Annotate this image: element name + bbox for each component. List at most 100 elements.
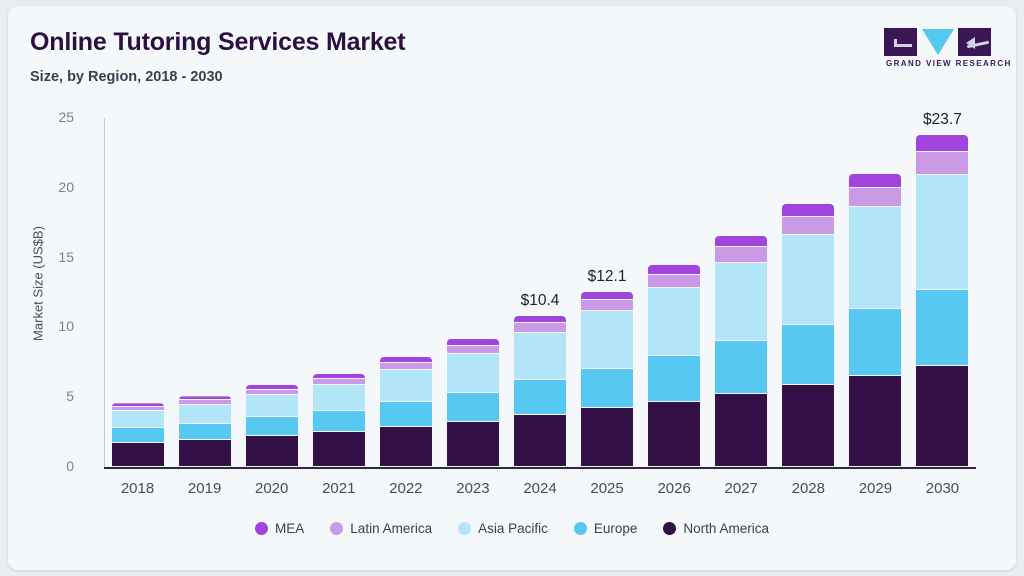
bar-segment-2023-latin-america [446,344,499,354]
y-axis-tick-10: 10 [58,318,74,335]
logo-v-triangle-icon [922,29,954,55]
stacked-bar-chart: Market Size (US$B) 0 5 10 15 20 25 2018 2019 20… [8,6,1016,570]
bar-segment-2028-latin-america [782,216,835,235]
bar-segment-2029-mea [849,173,902,188]
bar-2022[interactable] [379,357,432,467]
legend-swatch-icon [458,522,472,535]
logo-g-stem [894,39,897,47]
y-axis-ticks: 0 5 10 15 20 25 [28,6,74,570]
bar-segment-2018-north-america [111,441,164,467]
bar-segment-2020-europe [245,416,298,436]
y-axis-tick-20: 20 [58,178,74,195]
bar-2018[interactable] [111,403,164,467]
bar-segment-2018-mea [111,403,164,407]
bar-segment-2028-north-america [782,383,835,467]
bar-2019[interactable] [178,396,231,467]
logo-r-block [958,28,991,56]
bar-2023[interactable] [446,338,499,467]
bar-segment-2030-europe [916,288,969,366]
bar-segment-2021-latin-america [312,377,365,385]
bar-segment-2021-europe [312,410,365,433]
bar-segment-2022-latin-america [379,362,432,370]
logo-r-arrow-icon [966,37,975,49]
bar-segment-2020-asia-pacific [245,394,298,418]
x-axis-tick-2030: 2030 [925,480,960,497]
data-label-2025: $12.1 [587,267,627,285]
bar-segment-2027-latin-america [715,246,768,263]
bar-segment-2027-mea [715,235,768,248]
bar-segment-2024-europe [514,379,566,415]
page-title: Online Tutoring Services Market [30,28,406,56]
y-axis-tick-15: 15 [58,248,74,265]
bar-segment-2023-north-america [446,420,499,467]
legend-item-europe[interactable]: Europe [573,521,638,536]
bar-segment-2026-north-america [648,401,701,467]
bar-segment-2027-europe [715,339,768,394]
bar-segment-2021-north-america [312,431,365,467]
bar-segment-2026-europe [648,355,701,403]
legend-label: Asia Pacific [478,521,548,536]
bar-segment-2019-latin-america [178,399,231,405]
legend-item-asia-pacific[interactable]: Asia Pacific [458,521,548,536]
bar-segment-2029-asia-pacific [849,206,902,309]
legend-swatch-icon [255,522,269,535]
logo-g-block [884,28,917,56]
x-axis-tick-2020: 2020 [255,480,289,497]
bar-segment-2028-europe [782,323,835,385]
x-axis-tick-2026: 2026 [657,480,691,497]
bar-2028[interactable] [782,204,835,467]
bar-2026[interactable] [648,265,701,467]
legend-swatch-icon [663,522,677,535]
bar-segment-2018-latin-america [111,405,164,412]
x-axis-tick-2022: 2022 [389,480,423,497]
bar-segment-2029-europe [849,307,902,377]
y-axis-tick-25: 25 [58,109,74,125]
legend-label: Latin America [350,521,433,536]
bar-segment-2019-mea [178,396,231,401]
bar-segment-2029-north-america [849,375,902,467]
bar-segment-2022-asia-pacific [379,369,432,403]
bar-segment-2026-latin-america [648,274,701,289]
legend-label: Europe [593,521,638,536]
bar-segment-2030-north-america [916,364,969,467]
x-axis-tick-2028: 2028 [791,480,825,497]
bar-segment-2030-mea [916,135,969,152]
x-axis-tick-2025: 2025 [590,480,624,497]
bar-segment-2018-asia-pacific [111,410,164,428]
bar-2029[interactable] [849,173,902,467]
chart-legend: MEA Latin America Asia Pacific Europe North … [8,521,1016,536]
data-label-2030: $23.7 [923,111,962,129]
bar-segment-2027-asia-pacific [715,261,768,341]
bar-2020[interactable] [245,385,298,467]
bar-2030[interactable] [916,135,969,467]
x-axis-tick-2023: 2023 [456,480,490,497]
legend-swatch-icon [573,522,587,535]
bar-segment-2028-asia-pacific [782,233,835,325]
bar-segment-2021-asia-pacific [312,383,365,412]
bars-area [104,118,976,467]
data-label-2024: $10.4 [520,291,560,309]
bar-segment-2026-asia-pacific [648,287,701,357]
bar-segment-2028-mea [782,204,835,218]
bar-segment-2023-mea [446,338,499,346]
legend-label: North America [683,521,769,536]
legend-item-latin-america[interactable]: Latin America [330,521,432,536]
page-subtitle: Size, by Region, 2018 - 2030 [30,69,223,85]
x-axis-tick-2024: 2024 [523,480,557,497]
logo-g-bar [894,44,912,47]
x-axis-tick-2029: 2029 [858,480,893,497]
legend-item-mea[interactable]: MEA [255,521,304,536]
bar-2021[interactable] [312,373,365,467]
legend-swatch-icon [330,522,344,535]
bar-2027[interactable] [715,235,768,467]
bar-segment-2030-asia-pacific [916,173,969,290]
bar-segment-2020-north-america [245,434,298,467]
bar-segment-2023-asia-pacific [446,352,499,394]
bar-2025[interactable] [581,291,634,467]
y-axis-tick-5: 5 [66,388,74,405]
bar-2024[interactable] [514,315,566,467]
bar-segment-2021-mea [312,373,365,379]
x-axis-tick-2021: 2021 [322,480,356,497]
legend-item-north-america[interactable]: North America [663,521,769,536]
bar-segment-2024-latin-america [514,322,566,333]
